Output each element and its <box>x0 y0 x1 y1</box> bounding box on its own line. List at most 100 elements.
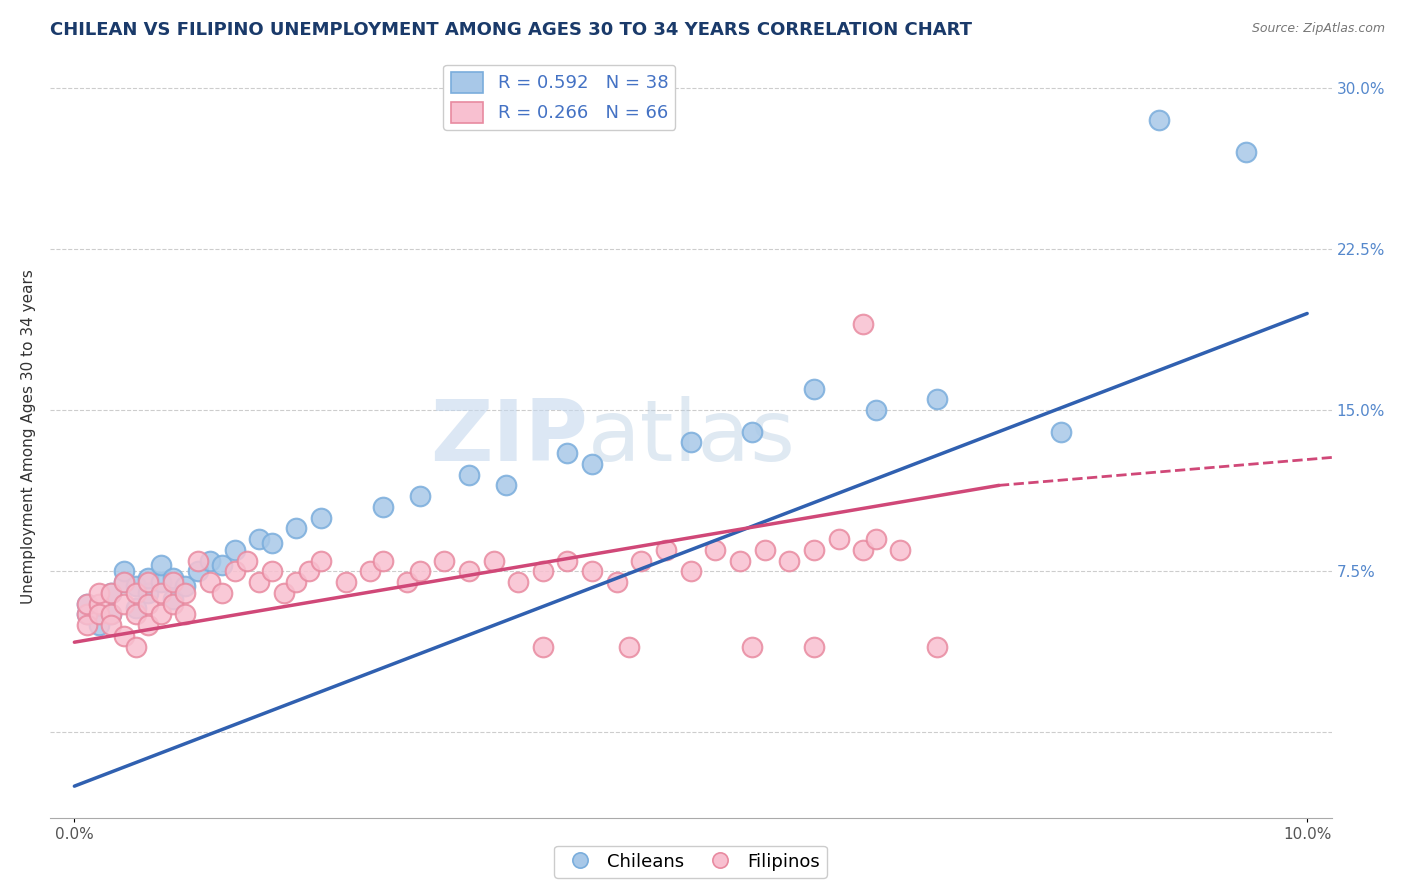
Point <box>174 607 197 622</box>
Y-axis label: Unemployment Among Ages 30 to 34 years: Unemployment Among Ages 30 to 34 years <box>21 269 35 605</box>
Point <box>125 600 148 615</box>
Point <box>309 510 332 524</box>
Point <box>125 579 148 593</box>
Point <box>1049 425 1071 439</box>
Point <box>125 607 148 622</box>
Point <box>408 489 430 503</box>
Point <box>162 592 184 607</box>
Text: ZIP: ZIP <box>430 395 588 478</box>
Point <box>211 586 233 600</box>
Text: atlas: atlas <box>588 395 796 478</box>
Point <box>396 575 419 590</box>
Point <box>741 425 763 439</box>
Point <box>335 575 357 590</box>
Point <box>174 579 197 593</box>
Point <box>87 597 110 611</box>
Point <box>581 457 603 471</box>
Point <box>655 542 678 557</box>
Point <box>100 586 122 600</box>
Point <box>198 553 221 567</box>
Point <box>112 564 135 578</box>
Point <box>76 607 98 622</box>
Point <box>679 435 702 450</box>
Point <box>828 532 851 546</box>
Point <box>149 607 172 622</box>
Point <box>531 640 554 654</box>
Point <box>149 575 172 590</box>
Point <box>531 564 554 578</box>
Point <box>728 553 751 567</box>
Point <box>606 575 628 590</box>
Point <box>162 571 184 585</box>
Point <box>125 640 148 654</box>
Point <box>309 553 332 567</box>
Point <box>112 597 135 611</box>
Point <box>149 586 172 600</box>
Point <box>297 564 319 578</box>
Point <box>1147 113 1170 128</box>
Point <box>138 597 160 611</box>
Point <box>100 607 122 622</box>
Point <box>211 558 233 572</box>
Point <box>803 382 825 396</box>
Point <box>224 564 246 578</box>
Point <box>359 564 381 578</box>
Point <box>138 586 160 600</box>
Point <box>260 536 283 550</box>
Point <box>408 564 430 578</box>
Point <box>285 521 308 535</box>
Point <box>162 575 184 590</box>
Point <box>704 542 727 557</box>
Point <box>125 586 148 600</box>
Point <box>236 553 259 567</box>
Point <box>76 607 98 622</box>
Point <box>138 575 160 590</box>
Point <box>803 542 825 557</box>
Point <box>371 500 394 514</box>
Point <box>852 542 875 557</box>
Point <box>457 564 479 578</box>
Point <box>112 575 135 590</box>
Point <box>273 586 295 600</box>
Point <box>112 629 135 643</box>
Point <box>865 403 887 417</box>
Point <box>754 542 776 557</box>
Text: CHILEAN VS FILIPINO UNEMPLOYMENT AMONG AGES 30 TO 34 YEARS CORRELATION CHART: CHILEAN VS FILIPINO UNEMPLOYMENT AMONG A… <box>49 21 972 39</box>
Point <box>371 553 394 567</box>
Point <box>457 467 479 482</box>
Point <box>100 618 122 632</box>
Point <box>1234 145 1257 160</box>
Point <box>224 542 246 557</box>
Legend: Chileans, Filipinos: Chileans, Filipinos <box>554 846 827 878</box>
Point <box>557 553 579 567</box>
Point <box>778 553 800 567</box>
Point <box>187 553 209 567</box>
Point <box>87 607 110 622</box>
Point <box>865 532 887 546</box>
Point <box>617 640 640 654</box>
Point <box>285 575 308 590</box>
Point <box>927 392 949 407</box>
Point <box>741 640 763 654</box>
Point <box>76 597 98 611</box>
Point <box>187 564 209 578</box>
Point <box>149 558 172 572</box>
Point <box>247 575 270 590</box>
Point <box>162 597 184 611</box>
Point <box>87 618 110 632</box>
Point <box>76 597 98 611</box>
Point <box>852 317 875 331</box>
Point <box>482 553 505 567</box>
Point <box>100 607 122 622</box>
Point <box>581 564 603 578</box>
Text: Source: ZipAtlas.com: Source: ZipAtlas.com <box>1251 22 1385 36</box>
Point <box>112 575 135 590</box>
Point <box>679 564 702 578</box>
Point <box>803 640 825 654</box>
Point <box>508 575 530 590</box>
Point <box>433 553 456 567</box>
Point <box>174 586 197 600</box>
Point <box>138 571 160 585</box>
Point <box>138 618 160 632</box>
Point <box>247 532 270 546</box>
